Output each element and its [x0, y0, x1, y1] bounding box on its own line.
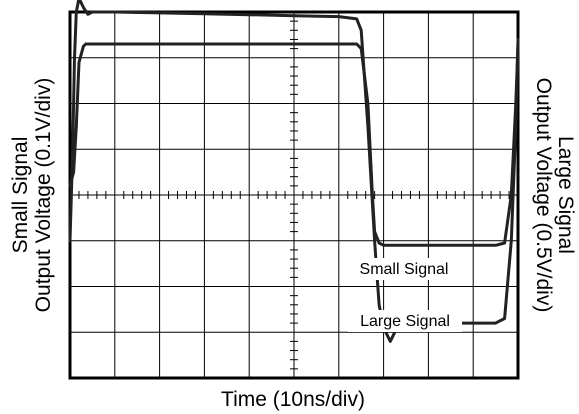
grid — [70, 12, 518, 378]
large-signal-label-bg — [348, 310, 462, 332]
x-axis-title: Time (10ns/div) — [221, 388, 365, 411]
small-signal-label-bg — [348, 258, 462, 280]
small-signal-trace — [68, 42, 520, 247]
right-y-axis-title-line2: Output Voltage (0.5V/div) — [532, 78, 555, 313]
small-signal-series-label: Small Signal — [360, 261, 449, 278]
left-y-axis-title-line2: Output Voltage (0.1V/div) — [32, 78, 55, 313]
right-y-axis-title-line1: Large Signal — [554, 136, 577, 254]
large-signal-series-label: Large Signal — [360, 313, 450, 330]
left-y-axis-title-line1: Small Signal — [9, 137, 32, 254]
